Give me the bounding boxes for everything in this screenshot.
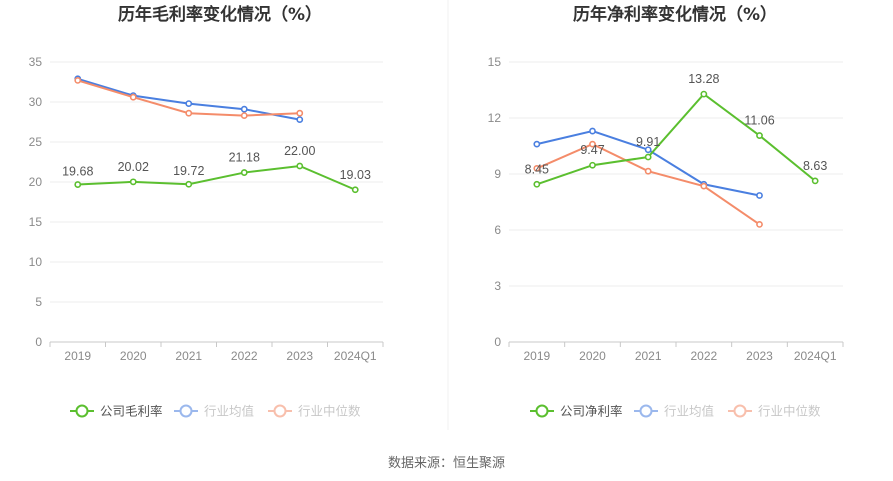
legend-item-industry_median: 行业中位数 <box>268 404 361 419</box>
data-label: 9.91 <box>636 135 660 149</box>
data-label: 8.63 <box>803 159 827 173</box>
data-point-industry_avg <box>589 127 596 135</box>
x-tick-label: 2020 <box>579 349 606 363</box>
data-point-industry_avg <box>185 100 193 107</box>
legend-label: 公司净利率 <box>560 404 623 419</box>
x-tick-label: 2024Q1 <box>334 349 377 363</box>
y-tick-label: 12 <box>488 111 502 125</box>
legend-circle-marker <box>179 404 193 418</box>
chart-title: 历年毛利率变化情况（%） <box>118 4 322 25</box>
x-tick-label: 2021 <box>635 349 662 363</box>
data-point-company <box>756 132 763 139</box>
data-point-company <box>185 180 193 188</box>
data-label: 8.45 <box>525 162 549 176</box>
series-line-company <box>536 92 816 186</box>
x-tick-label: 2020 <box>120 349 147 363</box>
y-tick-label: 9 <box>494 167 501 181</box>
data-point-industry_median <box>129 93 137 101</box>
data-point-industry_avg <box>533 140 541 148</box>
data-label: 21.18 <box>229 151 260 165</box>
y-tick-label: 5 <box>35 295 42 309</box>
data-point-company <box>700 90 708 98</box>
data-label: 11.06 <box>744 114 774 128</box>
legend-item-industry_avg: 行业均值 <box>174 404 254 419</box>
x-tick-label: 2022 <box>690 349 717 363</box>
data-label: 19.03 <box>340 168 371 182</box>
data-point-industry_median <box>589 140 596 148</box>
legend-item-industry_avg: 行业均值 <box>634 404 714 419</box>
data-point-company <box>129 178 137 186</box>
data-point-industry_median <box>756 220 763 228</box>
data-point-industry_avg <box>296 116 304 123</box>
series-line-company <box>77 164 356 191</box>
x-tick-label: 2024Q1 <box>794 349 837 363</box>
legend-circle-marker <box>733 404 747 418</box>
data-label: 20.02 <box>118 160 149 174</box>
y-tick-label: 15 <box>29 215 43 229</box>
data-point-company <box>811 177 819 185</box>
net-margin-chart: 历年净利率变化情况（%） 0 3 6 9 12 15 2019 2020 2021 2022 2023… <box>488 4 844 419</box>
x-tick-label: 2019 <box>523 349 550 363</box>
y-tick-label: 30 <box>29 95 43 109</box>
data-point-industry_median <box>700 182 708 190</box>
y-tick-label: 10 <box>29 255 43 269</box>
data-point-industry_median <box>74 77 82 84</box>
data-label: 9.47 <box>580 143 604 157</box>
data-point-company <box>240 169 248 176</box>
data-point-industry_median <box>296 109 304 117</box>
legend-circle-marker <box>535 404 549 418</box>
legend-item-company: 公司毛利率 <box>70 404 163 419</box>
x-tick-label: 2019 <box>64 349 91 363</box>
legend-label: 公司毛利率 <box>100 404 163 419</box>
y-tick-label: 0 <box>494 335 501 349</box>
x-tick-label: 2021 <box>175 349 202 363</box>
data-point-industry_median <box>240 112 248 119</box>
data-point-industry_median <box>644 167 652 175</box>
data-label: 19.68 <box>62 165 93 179</box>
data-point-company <box>351 186 359 194</box>
data-point-company <box>589 161 596 169</box>
legend-circle-marker <box>639 404 653 418</box>
data-label: 13.28 <box>688 72 719 86</box>
legend-item-industry_median: 行业中位数 <box>728 404 821 419</box>
data-point-industry_avg <box>644 146 652 154</box>
data-source: 数据来源：恒生聚源 <box>388 455 505 470</box>
y-tick-label: 0 <box>35 335 42 349</box>
legend-label: 行业均值 <box>664 404 714 419</box>
data-label: 22.00 <box>284 144 315 158</box>
x-tick-label: 2023 <box>286 349 313 363</box>
data-point-industry_avg <box>240 105 248 113</box>
data-point-company <box>533 180 541 188</box>
y-tick-label: 6 <box>494 223 501 237</box>
x-tick-label: 2023 <box>746 349 773 363</box>
data-point-industry_median <box>185 109 193 117</box>
legend-circle-marker <box>273 404 287 418</box>
data-point-industry_median <box>533 164 541 172</box>
y-tick-label: 25 <box>29 135 43 149</box>
legend-label: 行业中位数 <box>298 404 361 419</box>
x-tick-label: 2022 <box>231 349 258 363</box>
y-tick-label: 35 <box>29 55 43 69</box>
y-tick-label: 20 <box>29 175 43 189</box>
data-label: 19.72 <box>173 164 204 178</box>
gross-margin-chart: 历年毛利率变化情况（%） 0 5 10 15 20 25 30 35 2019 2020 2021 20… <box>29 4 384 419</box>
data-point-company <box>644 153 652 161</box>
y-tick-label: 15 <box>488 55 502 69</box>
legend-label: 行业均值 <box>204 404 254 419</box>
data-point-company <box>296 162 304 170</box>
y-tick-label: 3 <box>494 279 501 293</box>
chart-title: 历年净利率变化情况（%） <box>573 4 777 25</box>
legend-circle-marker <box>75 404 89 418</box>
data-point-industry_avg <box>756 192 763 199</box>
legend-item-company: 公司净利率 <box>530 404 623 419</box>
legend-label: 行业中位数 <box>758 404 821 419</box>
data-point-company <box>74 181 82 188</box>
